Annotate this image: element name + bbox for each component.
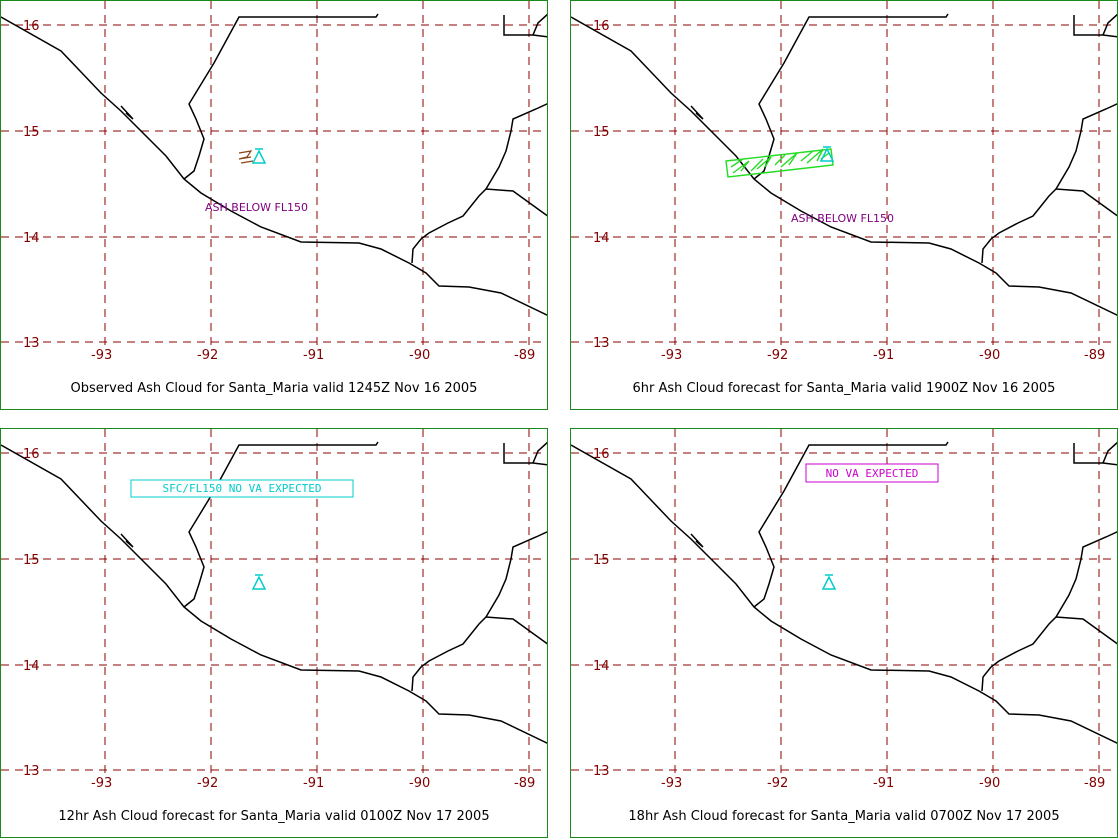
lat-labels: 16 15 14 13 — [23, 19, 40, 351]
lon-label-89: -89 — [1084, 776, 1105, 791]
lon-label-89: -89 — [514, 348, 535, 363]
lat-labels: 16 15 14 13 — [23, 447, 40, 779]
map-panel-observed: 16 15 14 13 -93 -92 -91 -90 -89 ASH BELO… — [0, 0, 548, 410]
no-va-box: SFC/FL150 NO VA EXPECTED — [130, 479, 354, 498]
lat-label-16: 16 — [593, 19, 610, 34]
lat-label-16: 16 — [593, 447, 610, 462]
no-va-label: SFC/FL150 NO VA EXPECTED — [163, 482, 322, 495]
map-panel-6hr: 16 15 14 13 -93 -92 -91 -90 -89 ASH BELO… — [570, 0, 1118, 410]
panel-caption: 6hr Ash Cloud forecast for Santa_Maria v… — [632, 381, 1056, 396]
lat-labels: 16 15 14 13 — [593, 447, 610, 779]
lon-label-92: -92 — [767, 348, 788, 363]
no-va-label: NO VA EXPECTED — [826, 467, 919, 480]
no-va-box: NO VA EXPECTED — [805, 463, 939, 483]
coastline-and-borders — [571, 441, 1117, 744]
lon-label-93: -93 — [661, 348, 682, 363]
lon-label-90: -90 — [409, 776, 430, 791]
lat-label-15: 15 — [23, 553, 40, 568]
lat-label-15: 15 — [593, 553, 610, 568]
grid-lines — [1, 1, 547, 346]
panel-caption: Observed Ash Cloud for Santa_Maria valid… — [70, 381, 478, 396]
lat-label-14: 14 — [23, 231, 40, 246]
volcano-triangle-icon — [819, 146, 835, 162]
coastline-and-borders — [571, 13, 1117, 316]
lat-label-13: 13 — [593, 336, 610, 351]
lat-label-14: 14 — [593, 231, 610, 246]
lat-label-14: 14 — [593, 659, 610, 674]
lon-label-89: -89 — [514, 776, 535, 791]
lat-label-14: 14 — [23, 659, 40, 674]
map-canvas: 16 15 14 13 -93 -92 -91 -90 -89 ASH BELO… — [1, 1, 547, 363]
map-canvas: 16 15 14 13 -93 -92 -91 -90 -89 ASH BELO… — [571, 1, 1117, 363]
lon-label-93: -93 — [661, 776, 682, 791]
lat-label-13: 13 — [23, 764, 40, 779]
lon-label-90: -90 — [979, 348, 1000, 363]
ash-annotation: ASH BELOW FL150 — [205, 201, 308, 214]
lon-labels: -93 -92 -91 -90 -89 — [661, 348, 1105, 363]
ash-cloud-area — [725, 148, 834, 178]
lat-label-15: 15 — [23, 125, 40, 140]
lon-label-91: -91 — [873, 776, 894, 791]
lon-label-92: -92 — [197, 776, 218, 791]
panel-caption: 12hr Ash Cloud forecast for Santa_Maria … — [58, 809, 490, 824]
lon-labels: -93 -92 -91 -90 -89 — [91, 348, 535, 363]
volcano-triangle-icon — [251, 574, 267, 590]
grid-lines — [571, 429, 1117, 774]
coastline-and-borders — [1, 441, 547, 744]
lon-label-90: -90 — [409, 348, 430, 363]
lon-labels: -93 -92 -91 -90 -89 — [661, 776, 1105, 791]
ash-annotation: ASH BELOW FL150 — [791, 212, 894, 225]
volcano-triangle-icon — [251, 148, 267, 164]
lat-label-13: 13 — [593, 764, 610, 779]
lon-label-91: -91 — [303, 348, 324, 363]
lat-label-15: 15 — [593, 125, 610, 140]
volcano-triangle-icon — [821, 574, 837, 590]
ash-cloud-area — [238, 150, 254, 164]
lon-label-92: -92 — [767, 776, 788, 791]
map-canvas: 16 15 14 13 -93 -92 -91 -90 -89 SFC/FL15… — [1, 429, 547, 791]
lat-label-13: 13 — [23, 336, 40, 351]
lat-labels: 16 15 14 13 — [593, 19, 610, 351]
lon-label-92: -92 — [197, 348, 218, 363]
map-canvas: 16 15 14 13 -93 -92 -91 -90 -89 NO VA EX… — [571, 429, 1117, 791]
panel-caption: 18hr Ash Cloud forecast for Santa_Maria … — [628, 809, 1060, 824]
lon-label-93: -93 — [91, 348, 112, 363]
lon-label-91: -91 — [303, 776, 324, 791]
lat-label-16: 16 — [23, 447, 40, 462]
lon-label-89: -89 — [1084, 348, 1105, 363]
lon-label-93: -93 — [91, 776, 112, 791]
grid-lines — [571, 1, 1117, 346]
map-panel-12hr: 16 15 14 13 -93 -92 -91 -90 -89 SFC/FL15… — [0, 428, 548, 838]
lon-label-90: -90 — [979, 776, 1000, 791]
lat-label-16: 16 — [23, 19, 40, 34]
coastline-and-borders — [1, 13, 547, 316]
map-panel-18hr: 16 15 14 13 -93 -92 -91 -90 -89 NO VA EX… — [570, 428, 1118, 838]
lon-labels: -93 -92 -91 -90 -89 — [91, 776, 535, 791]
lon-label-91: -91 — [873, 348, 894, 363]
